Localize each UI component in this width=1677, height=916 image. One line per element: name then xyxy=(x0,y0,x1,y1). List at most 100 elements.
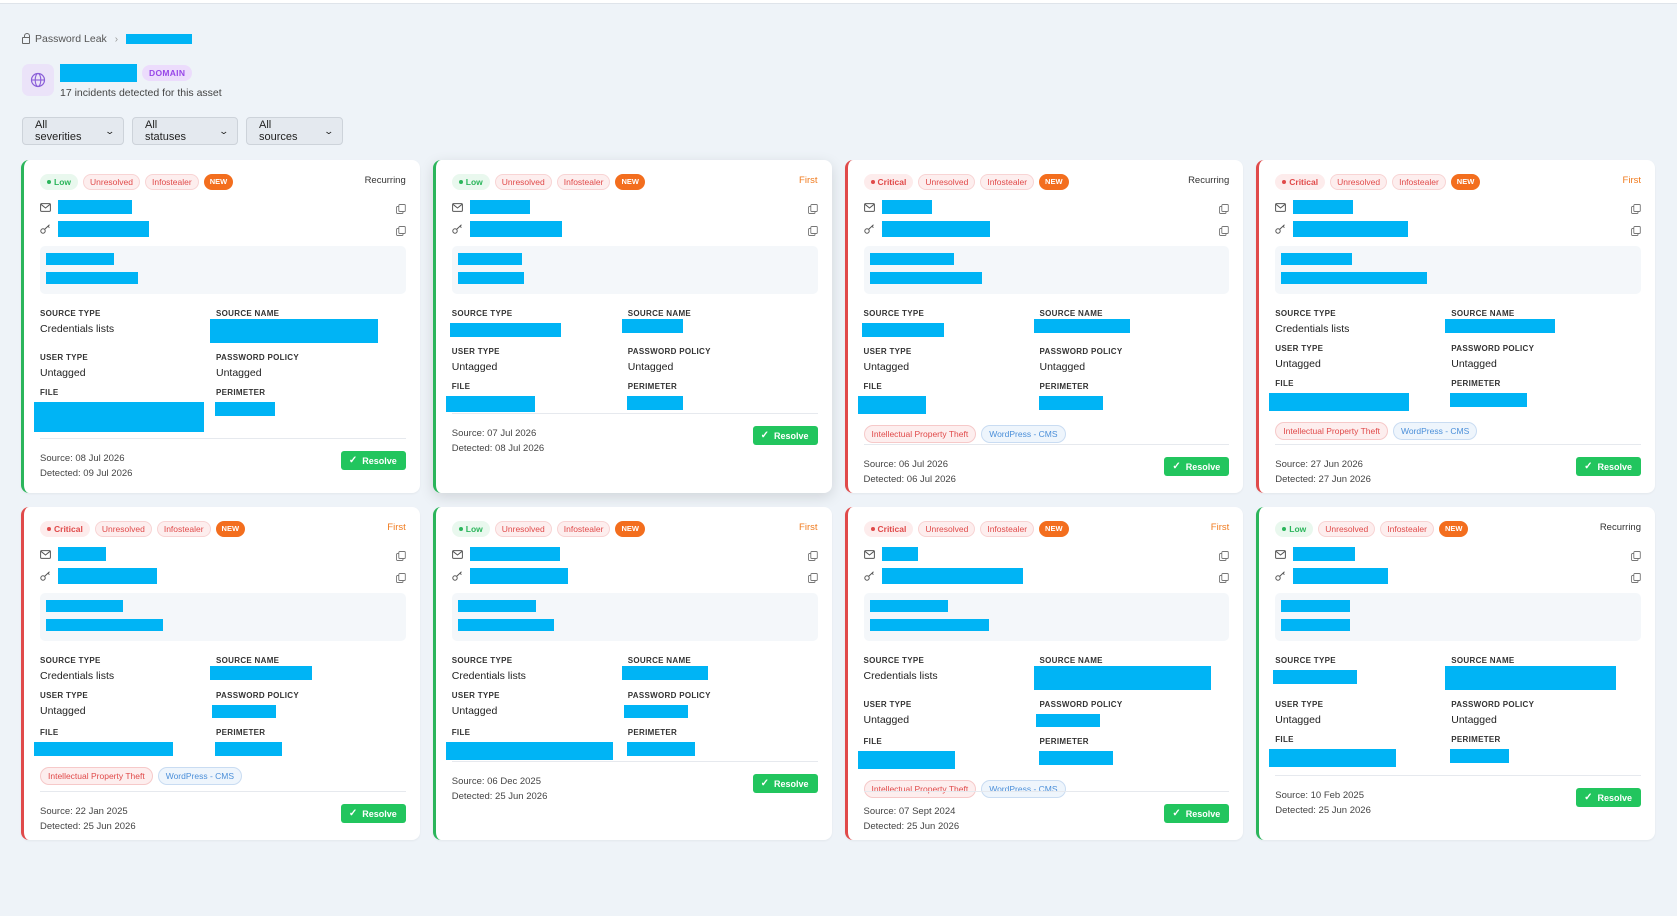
source-badge: Infostealer xyxy=(556,521,611,537)
copy-icon[interactable] xyxy=(1219,223,1229,241)
perimeter-redacted xyxy=(215,742,282,756)
copy-icon[interactable] xyxy=(807,548,818,566)
occurrence-label: First xyxy=(1622,175,1641,186)
user-type-label: USER TYPE xyxy=(863,700,912,709)
credential-redacted xyxy=(869,619,989,631)
password-redacted xyxy=(469,568,568,584)
incident-card[interactable]: Critical Unresolved Infostealer NEW First SOU… xyxy=(21,507,420,840)
password-policy-label: PASSWORD POLICY xyxy=(1451,344,1535,353)
threat-tag: Intellectual Property Theft xyxy=(40,767,153,785)
source-name-redacted xyxy=(210,666,312,680)
breadcrumb: Password Leak › xyxy=(22,33,193,45)
password-policy-value: Untagged xyxy=(1039,361,1086,373)
resolve-button[interactable]: ✓ Resolve xyxy=(1576,788,1641,807)
source-name-label: SOURCE NAME xyxy=(1039,656,1103,665)
incident-card[interactable]: Critical Unresolved Infostealer NEW First SOU… xyxy=(844,507,1244,840)
copy-icon[interactable] xyxy=(1631,570,1641,588)
resolve-button[interactable]: ✓ Resolve xyxy=(752,426,818,445)
threat-tag: WordPress - CMS xyxy=(1392,422,1478,440)
incident-card[interactable]: Low Unresolved Infostealer NEW First SOURCE T… xyxy=(432,160,832,493)
email-row xyxy=(1275,547,1641,561)
incident-card[interactable]: Critical Unresolved Infostealer NEW Recurrin… xyxy=(844,160,1244,493)
password-redacted xyxy=(1293,221,1409,237)
mail-icon xyxy=(1275,201,1289,213)
credential-redacted xyxy=(46,619,163,631)
source-filter[interactable]: All sources ⌄ xyxy=(246,117,343,145)
password-policy-redacted xyxy=(623,705,688,718)
copy-icon[interactable] xyxy=(395,570,406,588)
copy-icon[interactable] xyxy=(1219,201,1229,219)
new-badge: NEW xyxy=(1438,521,1469,537)
credential-box xyxy=(451,246,818,294)
resolve-button[interactable]: ✓ Resolve xyxy=(340,804,406,823)
status-badge: Unresolved xyxy=(918,521,976,537)
user-type-label: USER TYPE xyxy=(451,347,500,356)
file-redacted xyxy=(445,742,613,760)
copy-icon[interactable] xyxy=(807,201,818,219)
threat-tag: WordPress - CMS xyxy=(157,767,243,785)
credential-redacted xyxy=(869,253,954,265)
resolve-button[interactable]: ✓ Resolve xyxy=(340,451,406,470)
resolve-button[interactable]: ✓ Resolve xyxy=(1164,804,1230,823)
severity-badge: Low xyxy=(451,521,490,537)
email-redacted xyxy=(469,547,560,561)
file-label: FILE xyxy=(451,382,471,391)
copy-icon[interactable] xyxy=(1219,548,1229,566)
key-icon xyxy=(1275,570,1289,582)
copy-icon[interactable] xyxy=(1219,570,1229,588)
copy-icon[interactable] xyxy=(807,223,818,241)
detected-date: Detected: 09 Jul 2026 xyxy=(40,468,133,479)
lock-icon xyxy=(22,33,30,44)
new-badge: NEW xyxy=(203,174,234,190)
copy-icon[interactable] xyxy=(807,570,818,588)
severity-badge: Low xyxy=(451,174,490,190)
copy-icon[interactable] xyxy=(395,223,406,241)
file-label: FILE xyxy=(451,728,471,737)
resolve-button[interactable]: ✓ Resolve xyxy=(752,774,818,793)
incident-card[interactable]: Critical Unresolved Infostealer NEW First SOU… xyxy=(1256,160,1655,493)
source-badge: Infostealer xyxy=(156,521,211,537)
source-date: Source: 08 Jul 2026 xyxy=(40,453,125,464)
mail-icon xyxy=(40,201,54,213)
password-row xyxy=(452,221,818,237)
mail-icon xyxy=(451,548,466,560)
email-row xyxy=(863,547,1230,561)
breadcrumb-root[interactable]: Password Leak xyxy=(35,33,107,45)
source-name-redacted xyxy=(621,666,708,680)
incident-card[interactable]: Low Unresolved Infostealer NEW Recurring SOUR… xyxy=(1256,507,1655,840)
source-name-label: SOURCE NAME xyxy=(1451,309,1515,318)
credential-redacted xyxy=(457,272,524,284)
credential-box xyxy=(1275,593,1641,641)
detected-date: Detected: 25 Jun 2026 xyxy=(40,821,136,832)
copy-icon[interactable] xyxy=(1631,548,1641,566)
user-type-value: Untagged xyxy=(40,367,86,379)
copy-icon[interactable] xyxy=(395,548,406,566)
source-badge: Infostealer xyxy=(980,521,1035,537)
copy-icon[interactable] xyxy=(1631,223,1641,241)
incident-dates: Source: 06 Dec 2025 Detected: 25 Jun 2026 xyxy=(452,774,818,804)
threat-tag: Intellectual Property Theft xyxy=(863,780,977,798)
incident-card[interactable]: Low Unresolved Infostealer NEW Recurring SOUR… xyxy=(21,160,420,493)
perimeter-label: PERIMETER xyxy=(627,728,678,737)
perimeter-label: PERIMETER xyxy=(1451,735,1501,744)
copy-icon[interactable] xyxy=(1631,201,1641,219)
new-badge: NEW xyxy=(1450,174,1481,190)
incident-meta: SOURCE TYPE Credentials lists SOURCE NAME U… xyxy=(34,308,406,441)
incident-card[interactable]: Low Unresolved Infostealer NEW First SOURCE T… xyxy=(432,507,832,840)
file-redacted xyxy=(857,751,955,769)
status-filter[interactable]: All statuses ⌄ xyxy=(132,117,238,145)
resolve-button[interactable]: ✓ Resolve xyxy=(1576,457,1641,476)
password-policy-label: PASSWORD POLICY xyxy=(627,691,711,700)
perimeter-redacted xyxy=(215,402,275,416)
source-type-value: Credentials lists xyxy=(1275,323,1350,335)
email-row xyxy=(451,200,818,214)
resolve-button[interactable]: ✓ Resolve xyxy=(1164,457,1230,476)
key-icon xyxy=(452,223,466,235)
key-icon xyxy=(863,570,878,582)
source-name-label: SOURCE NAME xyxy=(216,309,280,318)
asset-header: DOMAIN 17 incidents detected for this as… xyxy=(22,64,222,99)
credential-box xyxy=(40,246,406,294)
copy-icon[interactable] xyxy=(395,201,406,219)
file-redacted xyxy=(445,396,535,412)
severity-filter[interactable]: All severities ⌄ xyxy=(22,117,124,145)
